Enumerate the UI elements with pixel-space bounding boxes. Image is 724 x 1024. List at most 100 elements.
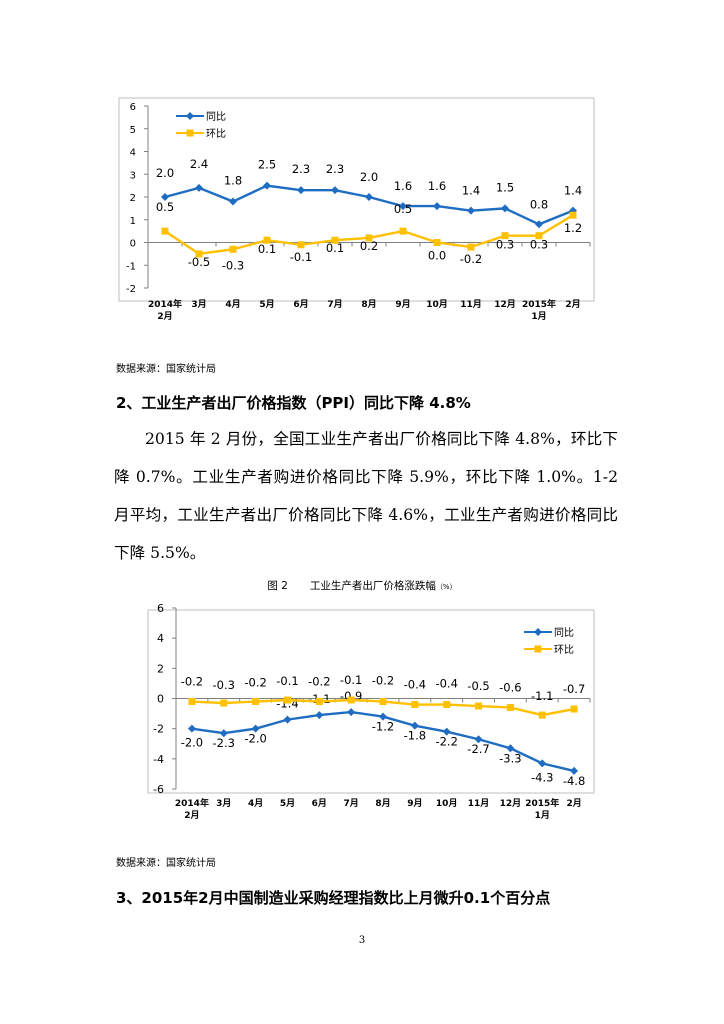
data-point-mom — [229, 245, 237, 253]
data-point-yoy — [315, 711, 324, 720]
data-point-yoy — [399, 202, 407, 211]
data-point-mom — [263, 236, 271, 244]
data-label: 1.4 — [462, 184, 480, 198]
data-label: 1.6 — [428, 179, 446, 193]
chart2-source: 数据来源：国家统计局 — [116, 858, 216, 869]
data-point-mom — [379, 698, 387, 706]
data-label: -0.6 — [499, 681, 521, 695]
x-tick-label: 6月 — [293, 299, 308, 310]
legend-label: 同比 — [554, 627, 574, 639]
data-label: -0.5 — [188, 255, 210, 269]
data-point-mom — [315, 698, 323, 706]
data-point-yoy — [442, 727, 451, 736]
y-tick-label: 0 — [130, 239, 136, 250]
y-tick-label: 4 — [157, 632, 164, 645]
x-tick-label: 2月 — [566, 798, 581, 809]
data-label: -2.2 — [435, 735, 457, 749]
data-point-yoy — [297, 186, 305, 195]
data-point-yoy — [474, 735, 483, 744]
data-point-mom — [535, 232, 543, 240]
y-tick-label: -4 — [153, 753, 164, 766]
data-label: -1.2 — [372, 720, 394, 734]
data-point-mom — [399, 227, 407, 235]
data-label: 2.4 — [190, 157, 208, 171]
x-tick-label: 9月 — [407, 798, 422, 809]
data-point-mom — [538, 711, 546, 719]
chart-frame — [118, 97, 595, 302]
x-tick-label: 2015年 — [525, 797, 559, 809]
data-label: -1.1 — [531, 689, 553, 703]
data-label: -4.3 — [531, 770, 553, 784]
data-point-yoy — [229, 197, 237, 206]
data-label: -2.0 — [181, 736, 203, 750]
data-point-mom — [443, 701, 451, 709]
y-tick-label: -2 — [126, 284, 136, 295]
data-label: 0.5 — [156, 200, 174, 214]
x-tick-label: 2月 — [157, 311, 172, 322]
x-tick-label: 2014年 — [175, 797, 209, 809]
data-point-mom — [252, 698, 260, 706]
data-label: 0.8 — [530, 197, 548, 211]
x-tick-label: 9月 — [395, 299, 410, 310]
data-point-yoy — [347, 708, 356, 717]
data-point-yoy — [161, 193, 169, 201]
data-point-yoy — [263, 181, 271, 190]
page-number: 3 — [358, 935, 366, 946]
data-label: 2.0 — [360, 170, 378, 184]
figure-2-caption: 图 2 工业生产者出厂价格涨跌幅（%） — [0, 578, 724, 593]
data-label: 0.5 — [394, 202, 412, 216]
x-tick-label: 4月 — [225, 299, 240, 310]
data-point-yoy — [331, 186, 339, 195]
data-label: 1.4 — [564, 184, 582, 198]
y-tick-label: 4 — [130, 148, 136, 159]
y-tick-label: 2 — [157, 662, 164, 675]
figure-2-unit: （%） — [435, 583, 457, 591]
data-label: -1.8 — [404, 729, 426, 743]
data-label: 1.6 — [394, 179, 412, 193]
data-point-mom — [411, 701, 419, 709]
data-point-mom — [433, 239, 441, 246]
data-point-mom — [297, 241, 305, 249]
chart1-source: 数据来源：国家统计局 — [116, 364, 216, 375]
x-tick-label: 3月 — [191, 299, 206, 310]
x-tick-label: 12月 — [494, 299, 516, 310]
data-point-yoy — [506, 744, 515, 753]
data-point-yoy — [535, 220, 543, 229]
data-label: 0.1 — [326, 241, 344, 255]
data-label: -2.7 — [467, 742, 489, 756]
data-point-mom — [188, 698, 196, 706]
data-point-mom — [347, 696, 355, 704]
x-tick-label: 11月 — [460, 299, 482, 310]
data-point-mom — [569, 211, 577, 219]
data-label: 0.1 — [258, 242, 276, 256]
data-label: 0.3 — [496, 238, 514, 252]
x-tick-label: 11月 — [468, 798, 490, 809]
x-tick-label: 8月 — [361, 299, 376, 310]
data-label: -0.1 — [276, 674, 298, 688]
x-tick-label: 12月 — [500, 798, 522, 809]
data-point-yoy — [410, 721, 419, 730]
data-label: -0.2 — [181, 675, 203, 689]
y-tick-label: 5 — [130, 125, 136, 136]
x-tick-label: 1月 — [531, 311, 546, 322]
data-label: -0.2 — [244, 676, 266, 690]
data-point-mom — [475, 702, 483, 710]
x-tick-label: 1月 — [535, 810, 550, 821]
data-label: -0.4 — [404, 678, 426, 692]
data-label: -0.4 — [435, 677, 457, 691]
legend-marker — [186, 112, 194, 120]
data-point-yoy — [538, 759, 547, 768]
data-label: -2.3 — [213, 736, 235, 750]
legend-marker — [186, 129, 194, 137]
data-label: 0.0 — [428, 249, 446, 263]
data-point-mom — [467, 243, 475, 251]
data-point-mom — [283, 696, 291, 704]
y-tick-label: -2 — [153, 723, 164, 736]
data-point-mom — [365, 234, 373, 242]
data-label: -0.3 — [213, 678, 235, 692]
data-label: -3.3 — [499, 751, 521, 765]
data-label: 0.3 — [530, 238, 548, 252]
data-point-mom — [331, 236, 339, 244]
x-tick-label: 2月 — [565, 299, 580, 310]
